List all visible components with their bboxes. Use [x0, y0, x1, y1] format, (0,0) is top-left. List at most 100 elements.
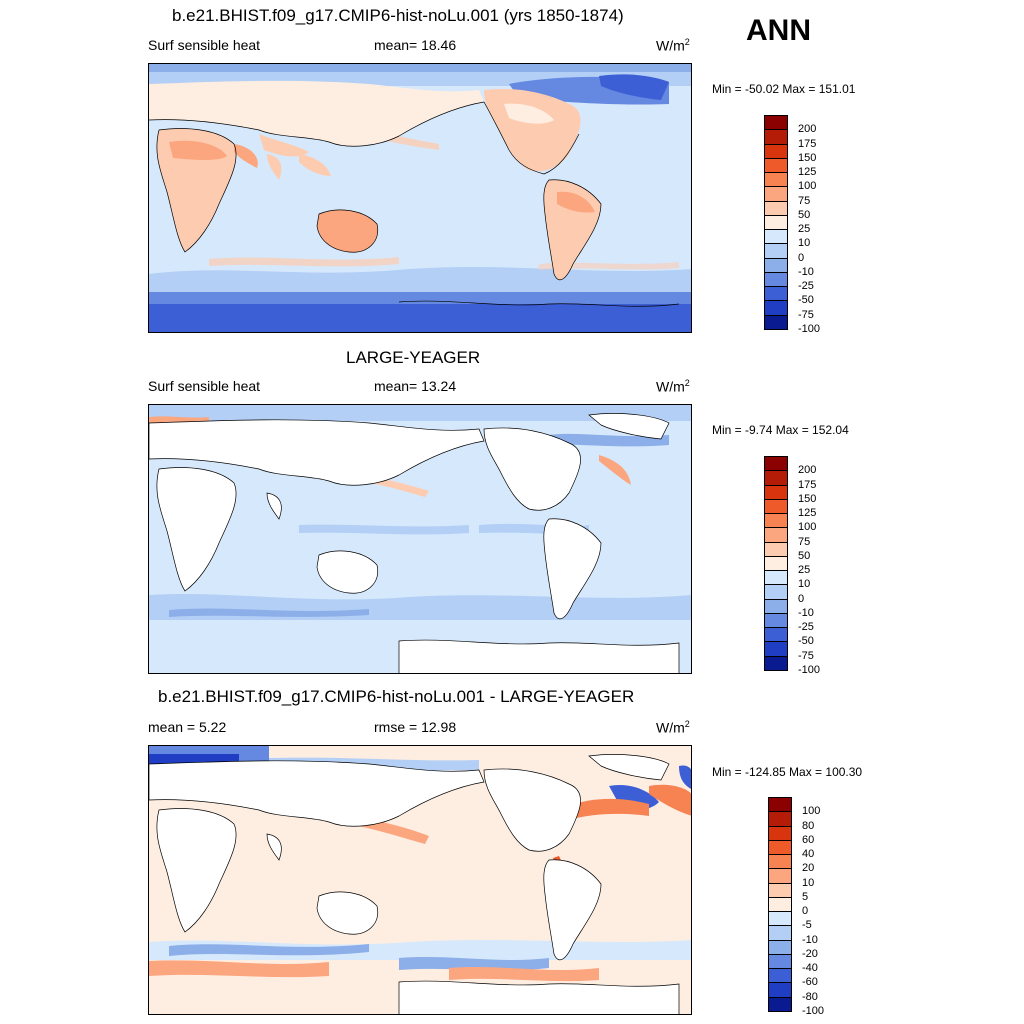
colorbar-tick-label: 175 [798, 137, 817, 150]
colorbar-swatch [764, 641, 788, 657]
colorbar-swatch [768, 996, 792, 1012]
colorbar-tick-label: 75 [798, 194, 811, 207]
panel-2-colorbar: 200 175 150 125 100 75 50 25 10 0 -10 -25 -50 -75 -100 [764, 456, 820, 676]
colorbar-tick-label: 80 [802, 819, 815, 832]
colorbar-swatch [768, 868, 792, 884]
colorbar-swatch [764, 584, 788, 600]
colorbar-swatch [764, 456, 788, 472]
colorbar-tick-label: -25 [798, 280, 814, 293]
colorbar-swatch [764, 129, 788, 145]
colorbar-swatch [768, 839, 792, 856]
colorbar-tick-label: 10 [798, 578, 811, 591]
colorbar-tick-label: 125 [798, 166, 817, 179]
colorbar-swatch [764, 655, 788, 671]
colorbar-tick-label: -100 [798, 664, 821, 676]
colorbar-tick-label: 40 [802, 848, 815, 861]
colorbar-tick-label: 25 [798, 564, 811, 577]
colorbar-tick-label: -75 [798, 308, 814, 321]
colorbar-swatch [764, 172, 788, 188]
colorbar-tick-label: -80 [802, 990, 818, 1003]
panel-1-minmax: Min = -50.02 Max = 151.01 [712, 82, 856, 96]
colorbar-tick-label: 50 [798, 549, 811, 562]
colorbar-swatch [768, 854, 792, 870]
colorbar-tick-label: 150 [798, 151, 817, 164]
colorbar-tick-label: 50 [798, 208, 811, 221]
colorbar-swatch [768, 911, 792, 927]
colorbar-tick-label: -50 [798, 294, 814, 307]
colorbar-swatch [768, 982, 792, 998]
panel-1-mean-label: mean= 18.46 [374, 37, 457, 53]
colorbar-tick-label: 175 [798, 478, 817, 491]
panel-3-title: b.e21.BHIST.f09_g17.CMIP6-hist-noLu.001 … [158, 687, 635, 706]
colorbar-swatch [764, 271, 788, 288]
colorbar-tick-label: 200 [798, 464, 817, 477]
colorbar-tick-label: 0 [802, 905, 809, 918]
season-label: ANN [746, 14, 811, 47]
panel-1-variable-label: Surf sensible heat [148, 37, 261, 53]
colorbar-swatch [764, 143, 788, 159]
colorbar-swatch [764, 257, 788, 273]
colorbar-swatch [768, 896, 792, 913]
colorbar-swatch [764, 186, 788, 202]
colorbar-swatch [764, 314, 788, 330]
colorbar-tick-label: 20 [802, 862, 815, 875]
colorbar-tick-label: 0 [798, 592, 805, 605]
panel-2-title: LARGE-YEAGER [346, 348, 481, 367]
colorbar-swatch [768, 825, 792, 841]
colorbar-tick-label: -60 [802, 976, 818, 989]
colorbar-tick-label: 100 [802, 805, 821, 818]
colorbar-tick-label: -10 [798, 606, 814, 619]
colorbar-swatch [764, 243, 788, 259]
colorbar-tick-label: 0 [798, 251, 805, 264]
colorbar-swatch [764, 484, 788, 500]
colorbar-swatch [764, 470, 788, 486]
colorbar-tick-label: -20 [802, 947, 818, 960]
colorbar-swatch [768, 968, 792, 984]
colorbar-tick-label: 60 [802, 833, 815, 846]
colorbar-tick-label: 150 [798, 492, 817, 505]
colorbar-tick-label: -40 [802, 962, 818, 975]
colorbar-swatch [764, 300, 788, 316]
colorbar-swatch [768, 953, 792, 970]
panel-3-minmax: Min = -124.85 Max = 100.30 [712, 765, 863, 779]
colorbar-tick-label: -100 [802, 1005, 825, 1017]
colorbar-tick-label: 10 [802, 876, 815, 889]
panel-3-map [148, 745, 692, 1015]
panel-2-map [148, 404, 692, 674]
colorbar-swatch [768, 811, 792, 827]
colorbar-swatch [768, 882, 792, 898]
colorbar-tick-label: -75 [798, 649, 814, 662]
colorbar-swatch [764, 157, 788, 174]
colorbar-swatch [764, 627, 788, 643]
panel-3-mean-label: mean = 5.22 [148, 719, 227, 735]
colorbar-swatch [764, 555, 788, 572]
panel-3-colorbar: 100 80 60 40 20 10 5 0 -5 -10 -20 -40 -60 -80 -100 [768, 797, 824, 1017]
colorbar-tick-label: 75 [798, 535, 811, 548]
colorbar-swatch [764, 513, 788, 529]
panel-2-units: W/m2 [656, 378, 690, 395]
colorbar-swatch [764, 200, 788, 216]
colorbar-swatch [764, 115, 788, 131]
colorbar-tick-label: 125 [798, 507, 817, 520]
colorbar-swatch [764, 286, 788, 302]
colorbar-swatch [768, 797, 792, 813]
colorbar-tick-label: 100 [798, 180, 817, 193]
colorbar-swatch [764, 612, 788, 629]
panel-3-rmse-label: rmse = 12.98 [374, 719, 457, 735]
colorbar-swatch [764, 570, 788, 586]
colorbar-swatch [764, 498, 788, 515]
colorbar-tick-label: 200 [798, 123, 817, 136]
colorbar-tick-label: -5 [802, 919, 812, 932]
colorbar-tick-label: -10 [802, 933, 818, 946]
panel-1-title: b.e21.BHIST.f09_g17.CMIP6-hist-noLu.001 … [172, 6, 624, 25]
colorbar-tick-label: 10 [798, 237, 811, 250]
colorbar-tick-label: 25 [798, 223, 811, 236]
panel-1-units: W/m2 [656, 37, 690, 54]
panel-2-variable-label: Surf sensible heat [148, 378, 261, 394]
panel-2-minmax: Min = -9.74 Max = 152.04 [712, 423, 849, 437]
colorbar-swatch [764, 214, 788, 231]
colorbar-tick-label: -10 [798, 265, 814, 278]
panel-1-map [148, 63, 692, 333]
colorbar-tick-label: -50 [798, 635, 814, 648]
panel-3-units: W/m2 [656, 719, 690, 736]
